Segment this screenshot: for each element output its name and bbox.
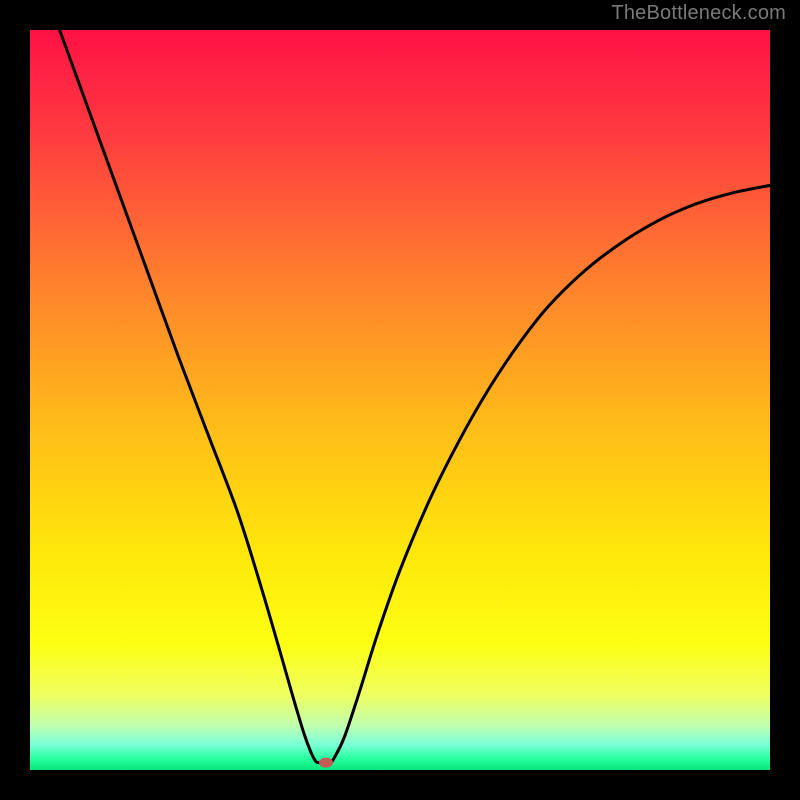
optimal-point-marker — [319, 758, 333, 768]
watermark-text: TheBottleneck.com — [611, 2, 786, 25]
chart-svg — [0, 0, 800, 800]
chart-background — [30, 30, 770, 770]
bottleneck-chart — [0, 0, 800, 800]
